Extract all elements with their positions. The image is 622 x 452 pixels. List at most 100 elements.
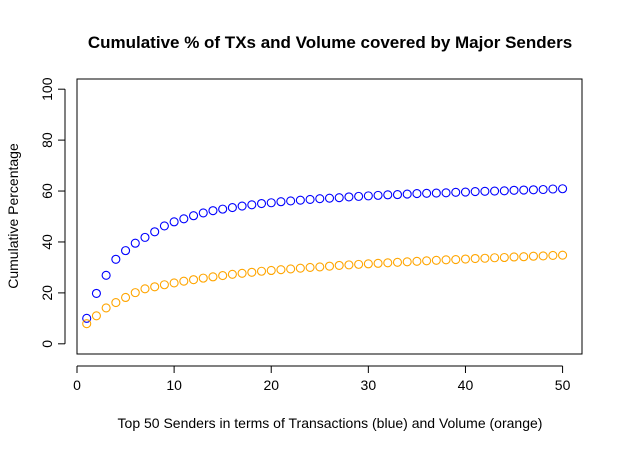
data-point <box>247 267 257 277</box>
y-tick-label: 20 <box>39 285 55 301</box>
y-tick-label: 0 <box>39 340 55 348</box>
data-point <box>422 256 432 266</box>
data-point <box>441 188 451 198</box>
data-point <box>130 238 140 248</box>
data-point <box>315 262 325 272</box>
data-point <box>295 195 305 205</box>
data-point <box>383 258 393 268</box>
data-point <box>276 197 286 207</box>
data-point <box>140 284 150 294</box>
data-point <box>159 221 169 231</box>
data-point <box>208 206 218 216</box>
data-point <box>82 313 92 323</box>
data-point <box>169 217 179 227</box>
series-1 <box>82 184 568 323</box>
data-point <box>344 260 354 270</box>
data-point <box>324 193 335 203</box>
data-point <box>490 253 500 263</box>
data-point <box>169 278 179 288</box>
data-point <box>412 256 422 266</box>
x-tick-label: 50 <box>555 377 571 393</box>
data-point <box>460 254 471 264</box>
data-point <box>373 258 383 268</box>
data-point <box>111 254 121 264</box>
chart-title: Cumulative % of TXs and Volume covered b… <box>88 33 572 52</box>
data-point <box>451 187 461 197</box>
data-point <box>499 186 509 196</box>
data-point <box>218 271 228 281</box>
data-point <box>441 255 451 265</box>
plot-frame <box>76 78 583 355</box>
data-point <box>392 257 403 267</box>
data-point <box>150 282 160 292</box>
data-point <box>480 186 490 196</box>
y-tick-label: 100 <box>39 77 55 101</box>
data-point <box>315 194 325 204</box>
data-point <box>480 253 490 263</box>
data-point <box>286 264 296 274</box>
data-point <box>295 263 305 273</box>
data-point <box>431 188 441 198</box>
data-point <box>490 186 500 196</box>
data-point <box>548 184 558 194</box>
data-point <box>227 269 237 279</box>
y-tick-label: 80 <box>39 132 55 148</box>
x-tick-label: 0 <box>73 377 81 393</box>
data-point <box>150 227 160 237</box>
data-point <box>451 254 461 265</box>
x-tick-label: 20 <box>263 377 279 393</box>
data-point <box>227 203 237 213</box>
data-point <box>528 185 538 195</box>
data-point <box>101 270 111 280</box>
data-point <box>140 232 150 242</box>
data-point <box>324 261 335 271</box>
data-point <box>188 211 199 221</box>
data-point <box>130 288 140 298</box>
data-point <box>334 193 344 203</box>
data-point <box>402 189 412 199</box>
data-point <box>198 273 208 283</box>
data-point <box>392 190 403 200</box>
x-axis: 0 10 20 30 40 50 <box>73 365 571 393</box>
data-point <box>179 214 189 224</box>
y-tick-label: 60 <box>39 183 55 199</box>
data-point <box>538 184 548 195</box>
data-point <box>91 311 101 321</box>
data-point <box>91 288 101 298</box>
data-point <box>237 201 247 211</box>
data-point <box>373 190 383 200</box>
data-point <box>159 280 169 290</box>
series-group <box>82 184 568 329</box>
series-2 <box>82 250 568 329</box>
data-point <box>548 250 558 261</box>
y-axis: 0 20 40 60 80 100 <box>39 77 66 348</box>
data-point <box>519 252 529 262</box>
data-point <box>237 268 247 278</box>
data-point <box>218 204 228 214</box>
x-axis-label: Top 50 Senders in terms of Transactions … <box>118 415 543 431</box>
data-point <box>363 191 373 201</box>
data-point <box>344 192 354 202</box>
x-tick-label: 10 <box>166 377 182 393</box>
data-point <box>266 265 276 276</box>
data-point <box>101 303 111 313</box>
data-point <box>334 260 344 270</box>
data-point <box>460 187 471 197</box>
data-point <box>305 262 315 272</box>
data-point <box>558 250 568 260</box>
data-point <box>402 257 412 267</box>
y-axis-label: Cumulative Percentage <box>5 143 21 289</box>
data-point <box>179 276 189 286</box>
data-point <box>121 292 131 303</box>
data-point <box>431 255 441 265</box>
data-point <box>558 184 568 194</box>
data-point <box>256 266 267 276</box>
data-point <box>256 198 267 209</box>
data-point <box>188 275 199 285</box>
data-point <box>519 185 529 195</box>
data-point <box>208 272 218 282</box>
data-point <box>354 259 364 269</box>
data-point <box>412 189 422 199</box>
data-point <box>82 319 92 329</box>
